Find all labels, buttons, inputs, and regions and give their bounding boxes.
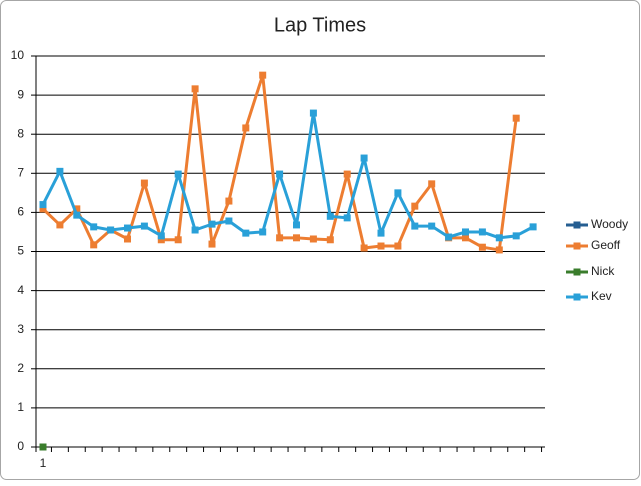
data-point: [56, 167, 64, 175]
data-point: [73, 211, 81, 219]
data-point: [326, 212, 334, 220]
y-tick-label: 10: [11, 48, 25, 62]
data-point: [445, 233, 453, 241]
data-point: [56, 221, 64, 229]
data-point: [73, 205, 81, 213]
data-point: [326, 236, 334, 244]
data-point: [174, 236, 182, 244]
data-point: [343, 170, 351, 178]
data-point: [191, 226, 199, 234]
data-point: [39, 205, 47, 213]
chart-title: Lap Times: [274, 14, 366, 36]
legend-label: Woody: [591, 217, 628, 231]
x-tick-label: 1: [40, 456, 47, 470]
data-point: [411, 202, 419, 210]
y-tick-label: 6: [17, 205, 24, 219]
data-point: [124, 235, 131, 243]
y-tick-label: 3: [17, 322, 24, 336]
data-point: [377, 229, 385, 237]
y-tick-label: 8: [17, 126, 24, 140]
data-point: [394, 242, 402, 250]
legend-label: Kev: [591, 289, 612, 303]
data-point: [39, 201, 47, 209]
data-point: [529, 223, 537, 231]
data-point: [259, 71, 267, 79]
data-point: [124, 224, 131, 232]
data-point: [478, 228, 486, 236]
data-point: [157, 236, 165, 244]
data-point: [208, 240, 216, 248]
data-point: [225, 197, 233, 205]
data-point: [495, 234, 503, 242]
data-point: [39, 443, 47, 451]
data-point: [360, 154, 368, 162]
data-point: [411, 222, 419, 230]
legend-label: Nick: [591, 264, 615, 278]
data-point: [90, 223, 98, 231]
y-tick-label: 9: [17, 87, 24, 101]
y-tick-label: 1: [17, 400, 24, 414]
data-point: [276, 234, 284, 242]
data-point: [428, 180, 436, 188]
data-point: [191, 85, 199, 93]
y-tick-label: 0: [17, 439, 24, 453]
data-point: [512, 232, 520, 240]
data-point: [140, 179, 148, 187]
data-point: [276, 170, 284, 178]
y-tick-label: 5: [17, 244, 24, 258]
data-point: [208, 220, 216, 228]
data-point: [343, 214, 351, 222]
y-tick-label: 2: [17, 361, 24, 375]
data-point: [107, 226, 115, 234]
data-point: [293, 234, 300, 242]
legend-marker: [573, 221, 581, 229]
legend-label: Geoff: [591, 238, 621, 252]
data-point: [90, 241, 98, 249]
data-point: [157, 232, 165, 240]
legend-marker: [573, 242, 581, 250]
legend-marker: [573, 293, 581, 301]
y-tick-label: 4: [17, 283, 24, 297]
data-point: [242, 124, 250, 132]
data-point: [512, 114, 520, 122]
data-point: [428, 222, 436, 230]
legend-marker: [573, 268, 581, 276]
data-point: [174, 170, 182, 178]
data-point: [394, 189, 402, 197]
data-point: [225, 217, 233, 225]
data-point: [242, 229, 250, 237]
data-point: [360, 244, 368, 252]
data-point: [462, 234, 469, 242]
data-point: [462, 228, 469, 236]
data-point: [309, 235, 317, 243]
data-point: [495, 246, 503, 254]
data-point: [293, 221, 300, 229]
data-point: [377, 242, 385, 250]
data-point: [478, 243, 486, 251]
y-tick-label: 7: [17, 165, 24, 179]
data-point: [140, 222, 148, 230]
data-point: [309, 109, 317, 117]
data-point: [259, 228, 267, 236]
